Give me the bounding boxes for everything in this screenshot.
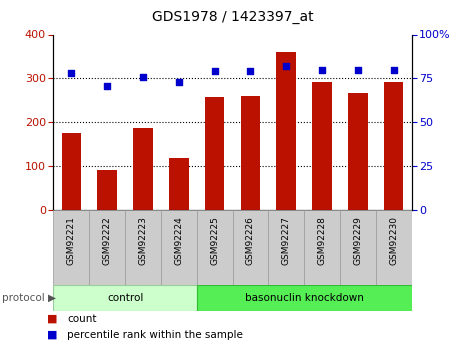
Text: ■: ■ <box>46 314 57 324</box>
Text: GSM92223: GSM92223 <box>139 216 147 265</box>
Text: GSM92224: GSM92224 <box>174 216 183 265</box>
Bar <box>53 210 89 285</box>
Point <box>139 74 146 79</box>
Text: ■: ■ <box>46 330 57 339</box>
Text: GSM92228: GSM92228 <box>318 216 326 265</box>
Point <box>354 67 361 72</box>
Bar <box>133 128 153 210</box>
Bar <box>161 210 197 285</box>
Bar <box>197 285 412 310</box>
Point <box>282 63 290 69</box>
Point <box>103 83 111 88</box>
Bar <box>240 96 260 210</box>
Bar <box>304 210 340 285</box>
Bar <box>348 92 368 210</box>
Text: control: control <box>107 293 143 303</box>
Bar <box>169 158 189 210</box>
Bar <box>276 52 296 210</box>
Bar <box>197 210 232 285</box>
Point <box>246 69 254 74</box>
Text: GSM92230: GSM92230 <box>389 216 398 265</box>
Point <box>175 79 182 85</box>
Bar <box>232 210 268 285</box>
Point <box>211 69 218 74</box>
Text: GSM92225: GSM92225 <box>210 216 219 265</box>
Point <box>318 67 325 72</box>
Bar <box>340 210 376 285</box>
Bar <box>53 285 197 310</box>
Bar <box>89 210 125 285</box>
Point <box>390 67 397 72</box>
Bar <box>205 97 225 210</box>
Bar <box>268 210 304 285</box>
Bar <box>384 82 404 210</box>
Text: GSM92222: GSM92222 <box>103 216 112 265</box>
Text: GSM92229: GSM92229 <box>353 216 362 265</box>
Bar <box>125 210 161 285</box>
Text: GSM92227: GSM92227 <box>282 216 291 265</box>
Bar <box>97 169 117 210</box>
Text: GSM92221: GSM92221 <box>67 216 76 265</box>
Bar <box>376 210 412 285</box>
Text: count: count <box>67 314 97 324</box>
Text: GDS1978 / 1423397_at: GDS1978 / 1423397_at <box>152 10 313 24</box>
Bar <box>312 81 332 210</box>
Text: percentile rank within the sample: percentile rank within the sample <box>67 330 243 339</box>
Point <box>67 70 75 76</box>
Text: GSM92226: GSM92226 <box>246 216 255 265</box>
Text: basonuclin knockdown: basonuclin knockdown <box>245 293 364 303</box>
Text: protocol ▶: protocol ▶ <box>2 293 56 303</box>
Bar <box>61 134 81 210</box>
